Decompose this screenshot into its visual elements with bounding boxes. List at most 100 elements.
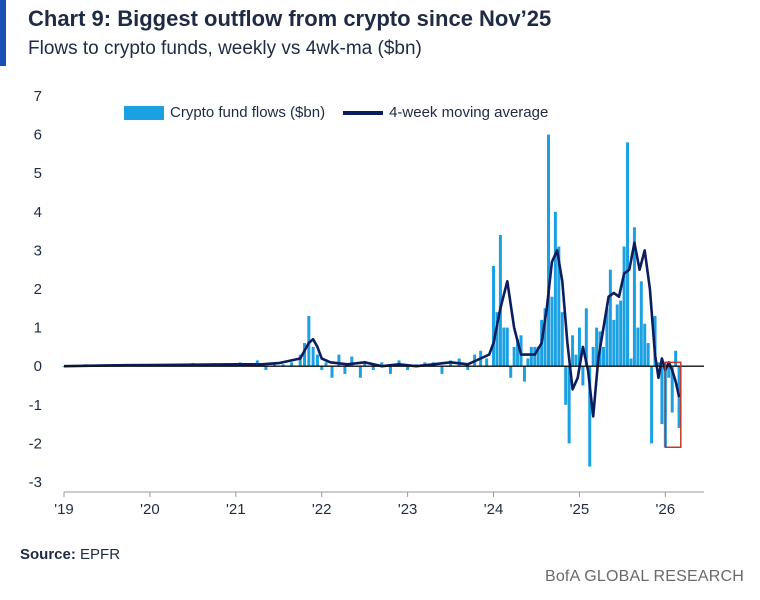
flow-bar [343, 366, 347, 374]
x-tick-label: '24 [484, 501, 504, 518]
x-axis: '19 '20 '21 '22 '23 '24 '25 '26 [54, 491, 704, 518]
flow-bar [466, 366, 470, 371]
flow-bar [564, 366, 568, 405]
flow-bar [320, 366, 324, 371]
flow-bar [492, 265, 496, 367]
flow-bar [502, 327, 506, 367]
y-tick-label: 5 [34, 165, 42, 182]
flow-bar [350, 356, 354, 367]
flow-bar [595, 327, 599, 367]
x-tick-label: '23 [398, 501, 418, 518]
flow-bar [636, 327, 640, 367]
flow-bar [363, 362, 367, 367]
flow-bar [619, 300, 623, 367]
legend-label-ma: 4-week moving average [389, 104, 549, 121]
flow-bar [380, 362, 384, 367]
flow-bar [674, 350, 678, 367]
flow-bar [533, 346, 537, 367]
flow-bar [581, 366, 585, 386]
flow-bar [298, 354, 302, 367]
flow-bar [601, 346, 605, 367]
flow-bar [264, 366, 268, 371]
flow-bar [591, 346, 595, 367]
flow-bar [307, 316, 311, 367]
x-tick-label: '22 [312, 501, 332, 518]
flow-bar [281, 364, 285, 367]
flow-bar [509, 366, 513, 378]
flow-bar [388, 366, 392, 374]
flow-bar [358, 366, 362, 378]
flow-bar [512, 346, 516, 367]
y-tick-label: 3 [34, 242, 42, 259]
chart-plot: 7 6 5 4 3 2 1 0 -1 -2 -3 '19 '20 '21 '22 '23 '24 '25 '26 [29, 88, 704, 518]
chart-title: Chart 9: Biggest outflow from crypto sin… [28, 6, 552, 31]
x-tick-label: '19 [54, 501, 74, 518]
flow-bar [553, 211, 557, 367]
flow-bar [615, 304, 619, 367]
flow-bar [303, 343, 307, 367]
flow-bar [315, 354, 319, 367]
legend-label-flows: Crypto fund flows ($bn) [170, 104, 326, 121]
y-tick-label: -3 [29, 474, 42, 491]
flow-bar [324, 362, 328, 367]
flow-bar [574, 354, 578, 367]
flow-bar [550, 296, 554, 367]
y-tick-label: -1 [29, 397, 42, 414]
y-tick-label: -2 [29, 435, 42, 452]
legend-line-swatch [343, 110, 384, 115]
source-note: Source: EPFR [20, 546, 120, 563]
flow-bar [311, 346, 315, 367]
flow-bar [605, 308, 609, 367]
flow-bar [632, 227, 636, 367]
flow-bar [516, 339, 520, 367]
flow-bar [485, 358, 489, 367]
flow-bar [643, 323, 647, 367]
flow-bar [571, 335, 575, 367]
highlight-box-group [664, 361, 682, 449]
y-tick-label: 2 [34, 281, 42, 298]
source-label: Source: [20, 546, 76, 563]
flow-bar [626, 142, 630, 367]
x-tick-label: '26 [656, 501, 676, 518]
y-axis: 7 6 5 4 3 2 1 0 -1 -2 -3 [29, 88, 42, 491]
flow-bar [660, 366, 664, 425]
flow-bar [629, 358, 633, 367]
flow-bar [526, 358, 530, 367]
flow-bar [495, 312, 499, 367]
flow-bar [560, 312, 564, 367]
flow-bar [440, 366, 444, 374]
flow-bar [656, 362, 660, 367]
x-tick-label: '21 [226, 501, 246, 518]
flow-bar [667, 366, 671, 378]
flow-bar [577, 327, 581, 367]
flow-bar [612, 319, 616, 367]
flow-bar [584, 308, 588, 367]
y-tick-label: 7 [34, 88, 42, 105]
flow-bar [670, 366, 674, 413]
flow-bar [498, 234, 502, 367]
flow-bar [371, 366, 375, 371]
flow-bar [650, 366, 654, 444]
flow-bar [330, 366, 334, 378]
y-tick-label: 0 [34, 358, 42, 375]
flow-bar [536, 346, 540, 367]
moving-average-line [63, 241, 681, 418]
y-tick-label: 6 [34, 127, 42, 144]
flow-bar [522, 366, 526, 382]
flow-bar [406, 366, 410, 371]
flow-bar [588, 366, 592, 467]
x-tick-label: '25 [570, 501, 590, 518]
flow-bar [290, 362, 294, 367]
y-tick-label: 1 [34, 320, 42, 337]
flow-bar [337, 354, 341, 367]
chart-legend: Crypto fund flows ($bn) 4-week moving av… [124, 104, 548, 121]
flow-bar [557, 246, 561, 367]
bar-series [62, 134, 681, 467]
y-tick-label: 4 [34, 204, 42, 221]
flow-bar [567, 366, 571, 444]
highlight-box [664, 361, 682, 449]
flow-bar [529, 346, 533, 367]
source-value: EPFR [80, 546, 121, 563]
flow-bar [547, 134, 551, 367]
legend-bar-swatch [124, 105, 164, 120]
